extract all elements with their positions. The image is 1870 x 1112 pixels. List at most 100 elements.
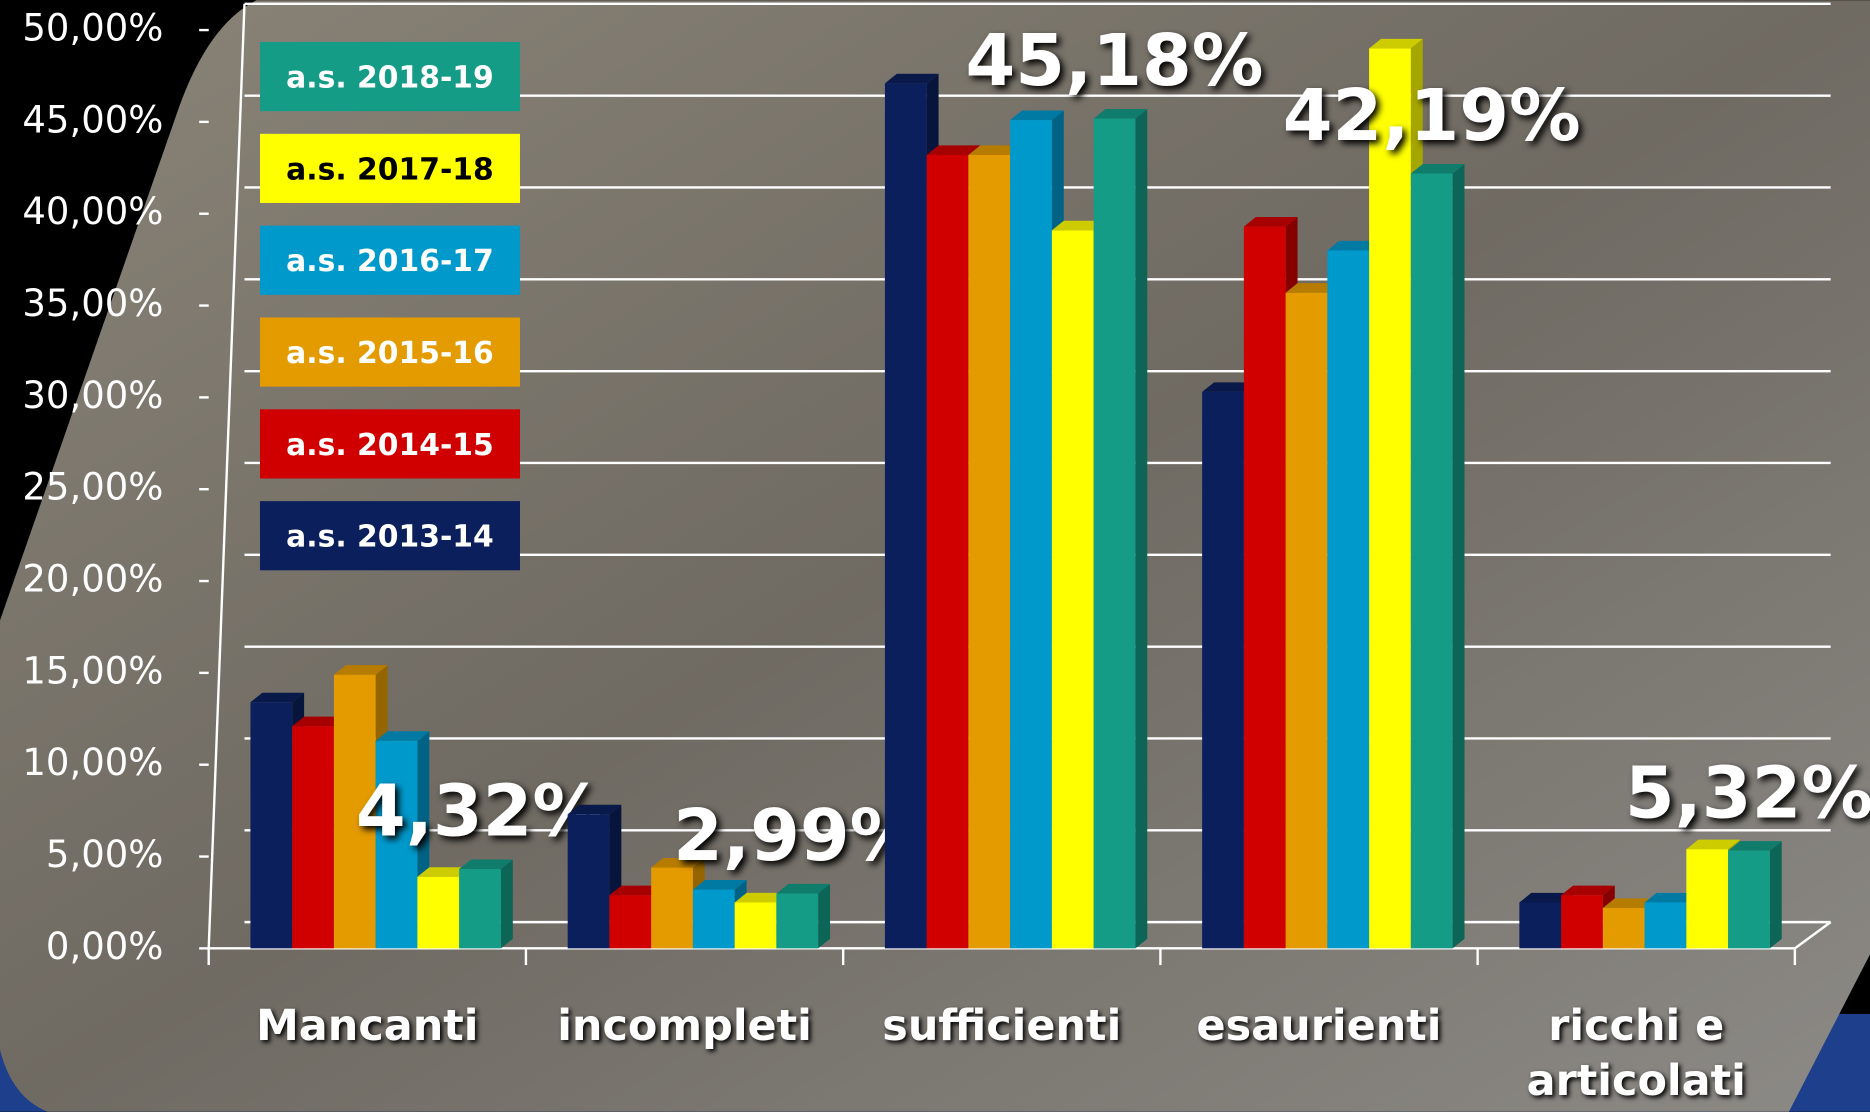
value-label: 45,18% (965, 19, 1263, 102)
bar (459, 869, 501, 949)
bar (1519, 902, 1562, 949)
value-label: 2,99% (673, 794, 921, 877)
bar-top (1686, 839, 1741, 850)
legend-swatch (259, 133, 520, 203)
bar (333, 674, 376, 949)
bar-top (375, 731, 430, 741)
left-wall (207, 3, 246, 949)
bar (1561, 895, 1603, 949)
bar (1410, 173, 1453, 949)
bar (1093, 118, 1136, 949)
legend-swatch (259, 41, 520, 112)
x-axis-depth (1794, 921, 1832, 950)
bar-top (1369, 38, 1423, 49)
bar-top (651, 858, 705, 868)
value-label: 5,32% (1625, 751, 1870, 834)
y-tick-label: 40,00% (22, 190, 163, 233)
bar-side (500, 859, 513, 949)
bar-top (1327, 240, 1382, 251)
bar-top (333, 665, 388, 675)
bar (1644, 902, 1687, 949)
bar-top (926, 145, 981, 155)
bar (651, 867, 693, 949)
bar (1202, 391, 1244, 949)
x-tick-label: incompleti (557, 1001, 812, 1051)
x-tick-label: Mancanti (256, 1001, 478, 1051)
y-tick-label: 10,00% (22, 741, 163, 784)
bar (776, 893, 819, 949)
bar-top (250, 692, 305, 703)
bar (884, 83, 927, 949)
bar-top (1644, 892, 1699, 903)
y-tick-label: 25,00% (22, 466, 163, 509)
y-tick-label: 50,00% (22, 7, 163, 50)
bar (609, 895, 652, 949)
bar-top (292, 716, 346, 727)
bar-top (1051, 220, 1106, 231)
legend-label: a.s. 2014-15 (286, 428, 494, 463)
bar-top (1010, 110, 1064, 121)
y-tick-label: 35,00% (22, 282, 163, 325)
value-label: 42,19% (1283, 74, 1581, 157)
bar (1285, 292, 1328, 949)
bar-top (1728, 841, 1782, 851)
bar (250, 702, 293, 949)
legend-label: a.s. 2015-16 (286, 336, 494, 371)
bar (734, 902, 777, 949)
x-tick-label: esaurienti (1197, 1001, 1442, 1051)
bar (1327, 250, 1370, 949)
y-tick-label: 5,00% (46, 833, 163, 876)
y-tick-label: 0,00% (46, 925, 163, 968)
bar (692, 889, 735, 949)
bar (567, 814, 610, 949)
bar (1369, 48, 1411, 949)
y-tick-label: 30,00% (22, 374, 163, 417)
bar-side (818, 883, 831, 949)
y-tick-label: 15,00% (22, 649, 163, 692)
bar (1051, 230, 1094, 949)
bar-top (692, 880, 747, 890)
y-tick-label: 45,00% (22, 98, 163, 141)
y-tick-label: 20,00% (22, 558, 163, 601)
bar (926, 154, 969, 949)
bar (1243, 226, 1286, 949)
bar (1602, 907, 1645, 949)
bar-top (1519, 892, 1574, 903)
x-tick-label: ricchi e articolati (1527, 1001, 1746, 1106)
bar-side (1769, 841, 1782, 949)
bar-top (1285, 283, 1340, 293)
bar (375, 740, 418, 949)
value-label: 4,32% (356, 770, 604, 853)
bar-top (417, 867, 472, 877)
bar (968, 154, 1011, 949)
legend-label: a.s. 2017-18 (286, 152, 494, 187)
x-tick-label: sufficienti (882, 1001, 1121, 1051)
legend-swatch (259, 409, 520, 479)
bar-top (1602, 898, 1657, 908)
bar-top (459, 859, 513, 870)
bar-top (968, 145, 1023, 155)
bar-top (567, 804, 622, 815)
bar (1728, 850, 1770, 949)
legend-label: a.s. 2013-14 (286, 520, 494, 555)
bar (1686, 849, 1729, 949)
bar (1010, 120, 1052, 949)
bar-side (1135, 109, 1148, 949)
x-tick-label-line: articolati (1527, 1056, 1746, 1106)
legend-swatch (259, 317, 520, 387)
legend-label: a.s. 2016-17 (286, 244, 494, 279)
legend-swatch (259, 501, 520, 571)
bar-top (1410, 163, 1465, 174)
bar-side (1452, 163, 1465, 949)
bar (417, 876, 460, 949)
bar-top (1243, 217, 1298, 227)
legend-label: a.s. 2018-19 (286, 60, 494, 95)
bar-top (884, 73, 939, 84)
bar (292, 726, 334, 949)
x-tick-label-line: ricchi e (1548, 1001, 1724, 1051)
bar-top (776, 883, 831, 894)
bar-top (609, 885, 664, 896)
bar-top (734, 892, 789, 903)
bar-top (1202, 382, 1256, 392)
